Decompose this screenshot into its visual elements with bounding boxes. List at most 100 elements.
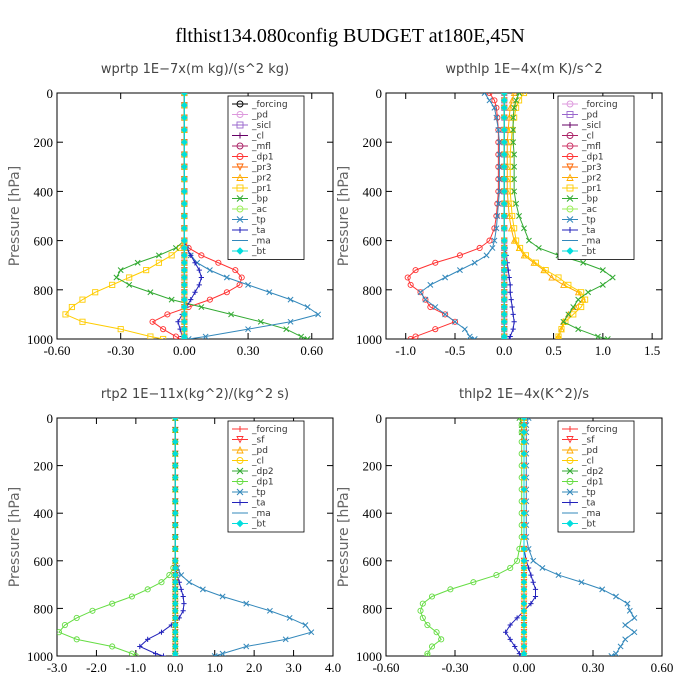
- legend-label: _pr3: [581, 163, 602, 173]
- data-point: [513, 97, 520, 104]
- data-point: [432, 326, 439, 333]
- data-point: [514, 615, 520, 621]
- data-point: [266, 289, 273, 296]
- data-point: [520, 643, 528, 650]
- legend: _forcing_pd_sicl_cl_mfl_dp1_pr3_pr2_pr1_…: [557, 95, 635, 260]
- data-point: [126, 281, 133, 288]
- data-point: [147, 289, 154, 296]
- legend: _forcing_pd_sicl_cl_mfl_dp1_pr3_pr2_pr1_…: [227, 95, 305, 260]
- data-point: [500, 114, 508, 121]
- data-point: [617, 643, 624, 650]
- data-point: [539, 564, 546, 571]
- data-point: [171, 557, 179, 565]
- data-point: [570, 311, 577, 318]
- data-point: [181, 311, 188, 318]
- data-point: [599, 267, 606, 274]
- data-point: [171, 545, 179, 553]
- x-tick-label: -0.30: [441, 660, 468, 675]
- data-point: [147, 333, 154, 339]
- data-point: [510, 126, 517, 133]
- data-point: [206, 296, 213, 303]
- data-point: [236, 445, 244, 454]
- legend-label: _bt: [251, 520, 266, 530]
- series-bt: [181, 93, 188, 339]
- data-point: [198, 252, 205, 259]
- legend-label: _tp: [251, 488, 266, 498]
- data-point: [417, 289, 424, 296]
- data-point: [407, 335, 414, 339]
- data-point: [493, 114, 500, 121]
- data-point: [520, 509, 528, 517]
- legend-label: _bp: [251, 195, 268, 205]
- legend-label: _ta: [251, 226, 266, 236]
- data-point: [232, 267, 239, 274]
- data-point: [631, 629, 638, 636]
- data-point: [428, 643, 436, 650]
- data-point: [500, 151, 508, 158]
- data-point: [508, 96, 516, 104]
- legend-label: _pr2: [251, 174, 272, 184]
- data-point: [117, 267, 124, 274]
- legend: _forcing_sf_pd_cl_dp2_dp1_tp_ta_ma_bt: [227, 420, 305, 533]
- y-tick-label: 200: [363, 135, 383, 150]
- data-point: [509, 212, 516, 220]
- data-point: [511, 176, 518, 183]
- data-point: [181, 101, 188, 109]
- x-tick-label: -0.30: [107, 343, 134, 358]
- data-point: [520, 438, 528, 446]
- data-point: [181, 200, 188, 208]
- data-point: [79, 318, 86, 325]
- x-tick-label: 4.0: [325, 660, 341, 675]
- series-dp1: [404, 93, 502, 339]
- data-point: [181, 114, 188, 121]
- data-point: [245, 281, 252, 288]
- plot-area: [404, 93, 616, 339]
- series-line: [512, 93, 614, 339]
- data-point: [486, 93, 493, 97]
- data-point: [171, 426, 179, 434]
- data-point: [566, 205, 574, 213]
- x-tick-label: 2.0: [246, 660, 262, 675]
- data-point: [511, 319, 517, 325]
- data-point: [206, 267, 213, 274]
- data-point: [181, 175, 188, 183]
- data-point: [171, 593, 179, 600]
- x-tick-label: -3.0: [47, 660, 68, 675]
- y-axis-label: Pressure [hPa]: [7, 487, 23, 587]
- data-point: [604, 336, 611, 339]
- data-point: [566, 132, 574, 139]
- data-point: [143, 267, 150, 274]
- data-point: [505, 113, 513, 121]
- data-point: [500, 274, 508, 281]
- data-point: [507, 622, 513, 628]
- data-point: [166, 572, 173, 579]
- data-point: [511, 151, 518, 158]
- data-point: [565, 310, 572, 318]
- data-point: [580, 259, 587, 266]
- data-point: [471, 259, 478, 266]
- data-point: [168, 252, 175, 259]
- data-point: [171, 571, 179, 579]
- legend-label: _tp: [251, 216, 266, 226]
- x-tick-label: -0.60: [372, 660, 399, 675]
- data-point: [286, 614, 293, 621]
- data-point: [516, 93, 523, 96]
- legend-label: _ac: [581, 205, 597, 215]
- y-tick-label: 800: [363, 283, 383, 298]
- data-point: [530, 557, 537, 564]
- data-point: [186, 579, 193, 586]
- data-point: [520, 462, 528, 469]
- data-point: [171, 564, 179, 572]
- data-point: [507, 151, 514, 158]
- data-point: [528, 572, 534, 578]
- panel-2: wpthlp 1E−4x(m K)/s^2 Pressure [hPa] -1.0 -…: [336, 62, 663, 358]
- data-point: [507, 636, 513, 642]
- data-point: [308, 629, 315, 636]
- data-point: [171, 521, 179, 529]
- data-point: [61, 622, 68, 629]
- data-point: [500, 224, 508, 232]
- x-tick-label: 3.0: [285, 660, 301, 675]
- data-point: [599, 586, 606, 593]
- data-point: [613, 650, 619, 656]
- legend-label: _mfl: [251, 142, 271, 152]
